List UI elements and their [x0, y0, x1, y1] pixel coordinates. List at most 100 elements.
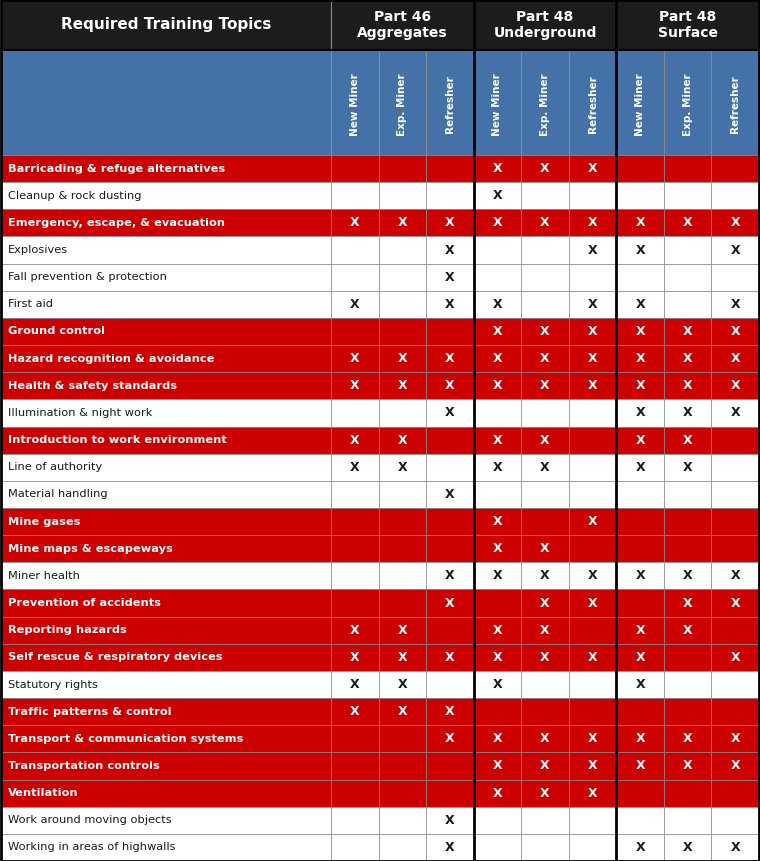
- Text: X: X: [730, 733, 740, 746]
- Bar: [1, 237, 331, 263]
- Bar: [711, 725, 759, 753]
- Bar: [711, 183, 759, 209]
- Bar: [331, 318, 378, 345]
- Bar: [331, 833, 378, 861]
- Text: Miner health: Miner health: [8, 571, 80, 581]
- Bar: [1, 426, 331, 454]
- Text: X: X: [445, 406, 454, 419]
- Bar: [616, 237, 664, 263]
- Bar: [1, 698, 331, 725]
- Bar: [616, 725, 664, 753]
- Text: X: X: [492, 189, 502, 202]
- Text: X: X: [350, 678, 359, 691]
- Text: X: X: [682, 352, 692, 365]
- Text: X: X: [492, 325, 502, 338]
- Bar: [616, 0, 759, 50]
- Bar: [426, 536, 473, 562]
- Text: X: X: [635, 380, 645, 393]
- Bar: [426, 562, 473, 590]
- Bar: [664, 209, 711, 237]
- Bar: [331, 616, 378, 644]
- Bar: [426, 454, 473, 480]
- Text: X: X: [397, 216, 407, 229]
- Text: X: X: [587, 352, 597, 365]
- Bar: [664, 426, 711, 454]
- Bar: [378, 454, 426, 480]
- Bar: [426, 725, 473, 753]
- Bar: [568, 400, 616, 426]
- Bar: [426, 508, 473, 536]
- Text: X: X: [350, 352, 359, 365]
- Bar: [1, 155, 331, 183]
- Bar: [568, 345, 616, 372]
- Text: X: X: [635, 461, 645, 474]
- Bar: [378, 536, 426, 562]
- Bar: [331, 480, 378, 508]
- Bar: [378, 590, 426, 616]
- Bar: [616, 807, 664, 833]
- Bar: [664, 590, 711, 616]
- Bar: [473, 725, 521, 753]
- Bar: [664, 779, 711, 807]
- Text: X: X: [445, 569, 454, 582]
- Text: First aid: First aid: [8, 300, 53, 309]
- Bar: [568, 616, 616, 644]
- Bar: [521, 725, 568, 753]
- Bar: [711, 480, 759, 508]
- Text: X: X: [540, 651, 549, 664]
- Bar: [331, 345, 378, 372]
- Bar: [711, 833, 759, 861]
- Bar: [1, 400, 331, 426]
- Bar: [473, 671, 521, 698]
- Bar: [331, 779, 378, 807]
- Bar: [521, 50, 568, 155]
- Text: X: X: [587, 216, 597, 229]
- Bar: [426, 590, 473, 616]
- Bar: [568, 807, 616, 833]
- Bar: [616, 616, 664, 644]
- Text: X: X: [540, 569, 549, 582]
- Text: Transportation controls: Transportation controls: [8, 761, 160, 771]
- Bar: [664, 155, 711, 183]
- Bar: [664, 480, 711, 508]
- Bar: [426, 318, 473, 345]
- Text: X: X: [540, 380, 549, 393]
- Bar: [473, 698, 521, 725]
- Bar: [378, 183, 426, 209]
- Bar: [521, 536, 568, 562]
- Text: X: X: [587, 325, 597, 338]
- Bar: [378, 508, 426, 536]
- Text: X: X: [350, 216, 359, 229]
- Bar: [616, 345, 664, 372]
- Text: X: X: [587, 515, 597, 528]
- Text: X: X: [730, 352, 740, 365]
- Bar: [664, 753, 711, 779]
- Bar: [521, 480, 568, 508]
- Bar: [521, 562, 568, 590]
- Bar: [1, 0, 331, 50]
- Bar: [473, 263, 521, 291]
- Bar: [473, 616, 521, 644]
- Text: X: X: [445, 651, 454, 664]
- Text: X: X: [682, 759, 692, 772]
- Text: X: X: [730, 216, 740, 229]
- Bar: [568, 209, 616, 237]
- Text: X: X: [445, 270, 454, 283]
- Bar: [521, 345, 568, 372]
- Bar: [616, 454, 664, 480]
- Bar: [378, 263, 426, 291]
- Bar: [1, 508, 331, 536]
- Bar: [378, 209, 426, 237]
- Text: Health & safety standards: Health & safety standards: [8, 381, 177, 391]
- Text: X: X: [445, 597, 454, 610]
- Bar: [1, 480, 331, 508]
- Bar: [473, 372, 521, 400]
- Bar: [616, 590, 664, 616]
- Bar: [664, 400, 711, 426]
- Text: X: X: [635, 569, 645, 582]
- Bar: [473, 209, 521, 237]
- Bar: [473, 536, 521, 562]
- Bar: [473, 183, 521, 209]
- Text: X: X: [397, 651, 407, 664]
- Text: X: X: [682, 461, 692, 474]
